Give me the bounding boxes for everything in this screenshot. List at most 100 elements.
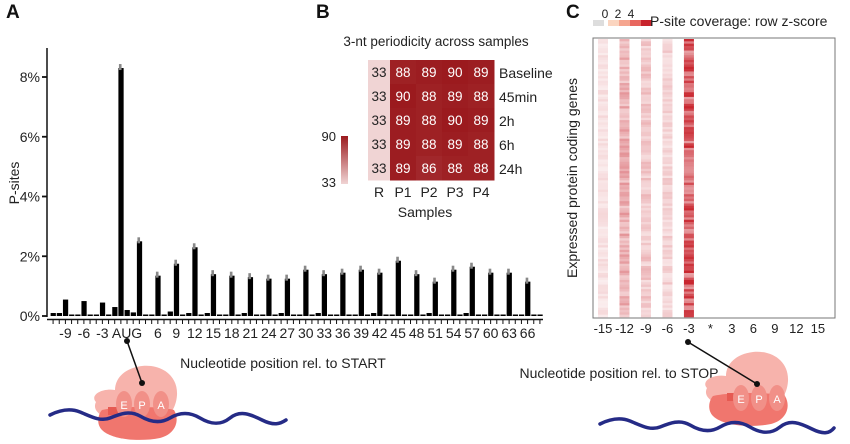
- heatmap-cell: [598, 189, 608, 193]
- heatmap-cell: [640, 235, 651, 239]
- heatmap-cell: [598, 150, 608, 153]
- heatmap-cell-value: 89: [447, 137, 462, 152]
- bar: [253, 314, 260, 316]
- heatmap-cell: [662, 303, 673, 306]
- heatmap-cell: [640, 117, 651, 121]
- heatmap-cell: [619, 92, 630, 95]
- heatmap-cell: [598, 103, 608, 107]
- heatmap-cell: [662, 282, 673, 285]
- heatmap-cell: [662, 284, 673, 288]
- heatmap-cell: [683, 300, 694, 304]
- heatmap-cell: [662, 270, 673, 274]
- heatmap-cell: [683, 205, 694, 209]
- x-tick-label: 54: [446, 325, 462, 341]
- heatmap-cell: [683, 99, 694, 102]
- heatmap-cell: [640, 245, 651, 248]
- heatmap-cell: [662, 85, 673, 88]
- bar: [62, 299, 69, 316]
- heatmap-cell: [640, 277, 651, 281]
- bar: [334, 314, 340, 316]
- heatmap-cell: [683, 57, 694, 61]
- heatmap-cell: [619, 272, 630, 276]
- heatmap-cell: [662, 71, 673, 75]
- heatmap-cell: [640, 282, 651, 285]
- heatmap-cell: [368, 132, 391, 157]
- heatmap-cell: [662, 189, 673, 193]
- heatmap-cell: [640, 52, 651, 56]
- heatmap-cell: [598, 191, 608, 195]
- svg-text:P: P: [755, 394, 762, 406]
- heatmap-cell: [598, 129, 608, 132]
- heatmap-cell: [598, 133, 608, 137]
- bar: [451, 269, 457, 316]
- heatmap-cell: [619, 303, 630, 306]
- heatmap-cell-value: 89: [473, 113, 488, 128]
- heatmap-cell: [640, 256, 651, 260]
- heatmap-cell: [640, 300, 651, 304]
- heatmap-cell: [368, 60, 391, 85]
- heatmap-cell: [683, 259, 694, 262]
- heatmap-cell: [662, 157, 673, 160]
- heatmap-cell: [598, 289, 608, 292]
- heatmap-cell: [598, 131, 608, 135]
- heatmap-cell: [683, 92, 694, 95]
- heatmap-cell: [640, 191, 651, 195]
- heatmap-cell: [662, 268, 673, 271]
- heatmap-cell: [662, 275, 673, 278]
- heatmap-cell: [662, 215, 673, 218]
- x-tick-label: 6: [154, 325, 162, 341]
- heatmap-cell: [662, 103, 673, 107]
- heatmap-cell: [619, 157, 630, 160]
- colorbar-b-max-label: 90: [322, 129, 336, 144]
- heatmap-cell: [662, 101, 673, 105]
- bar: [69, 314, 75, 316]
- heatmap-cell: [662, 242, 673, 246]
- heatmap-cell: [662, 113, 673, 116]
- bar: [321, 274, 328, 316]
- heatmap-cell: [390, 108, 417, 133]
- heatmap-c-xlabel: Nucleotide position rel. to STOP: [520, 365, 719, 381]
- heatmap-cell: [598, 282, 608, 285]
- heatmap-cell: [598, 140, 608, 144]
- heatmap-cell: [598, 122, 608, 126]
- heatmap-cell: [640, 263, 651, 267]
- heatmap-cell: [619, 270, 630, 274]
- heatmap-cell: [662, 279, 673, 283]
- heatmap-cell: [640, 268, 651, 271]
- ribosome-stop-icon: E P A: [598, 339, 836, 435]
- heatmap-cell: [598, 266, 608, 269]
- heatmap-cell: [683, 161, 694, 165]
- heatmap-cell: [598, 39, 608, 42]
- heatmap-cell: [368, 84, 391, 109]
- heatmap-cell: [640, 259, 651, 262]
- heatmap-cell: [619, 89, 630, 93]
- heatmap-cell: [619, 296, 630, 299]
- heatmap-cell-value: 90: [447, 113, 462, 128]
- heatmap-cell: [683, 187, 694, 190]
- heatmap-cell: [598, 124, 608, 128]
- heatmap-cell: [683, 208, 694, 211]
- y-axis-label: P-sites: [6, 162, 22, 205]
- heatmap-cell: [640, 240, 651, 244]
- panel-label-c: C: [566, 2, 580, 23]
- heatmap-cell: [598, 89, 608, 93]
- heatmap-cell: [640, 136, 651, 139]
- heatmap-cell: [640, 154, 651, 158]
- heatmap-cell: [640, 99, 651, 102]
- heatmap-cell-value: 33: [371, 65, 386, 80]
- heatmap-cell: [619, 69, 630, 72]
- heatmap-cell: [662, 272, 673, 276]
- heatmap-cell: [640, 196, 651, 200]
- y-tick-label: 8%: [20, 69, 40, 85]
- heatmap-cell: [598, 222, 608, 225]
- x-tick-label: 9: [771, 321, 778, 336]
- heatmap-cell: [683, 94, 694, 98]
- heatmap-cell: [683, 314, 694, 318]
- heatmap-cell-value: 88: [421, 137, 436, 152]
- heatmap-cell: [619, 133, 630, 137]
- heatmap-cell: [598, 240, 608, 244]
- heatmap-cell: [640, 194, 651, 197]
- heatmap-cell: [683, 103, 694, 107]
- heatmap-cell-value: 88: [473, 137, 488, 152]
